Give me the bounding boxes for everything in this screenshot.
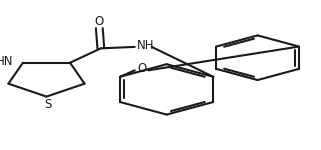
Text: NH: NH [137,39,154,52]
Text: S: S [44,98,52,111]
Text: HN: HN [0,55,13,68]
Text: O: O [95,15,104,28]
Text: O: O [137,62,146,75]
